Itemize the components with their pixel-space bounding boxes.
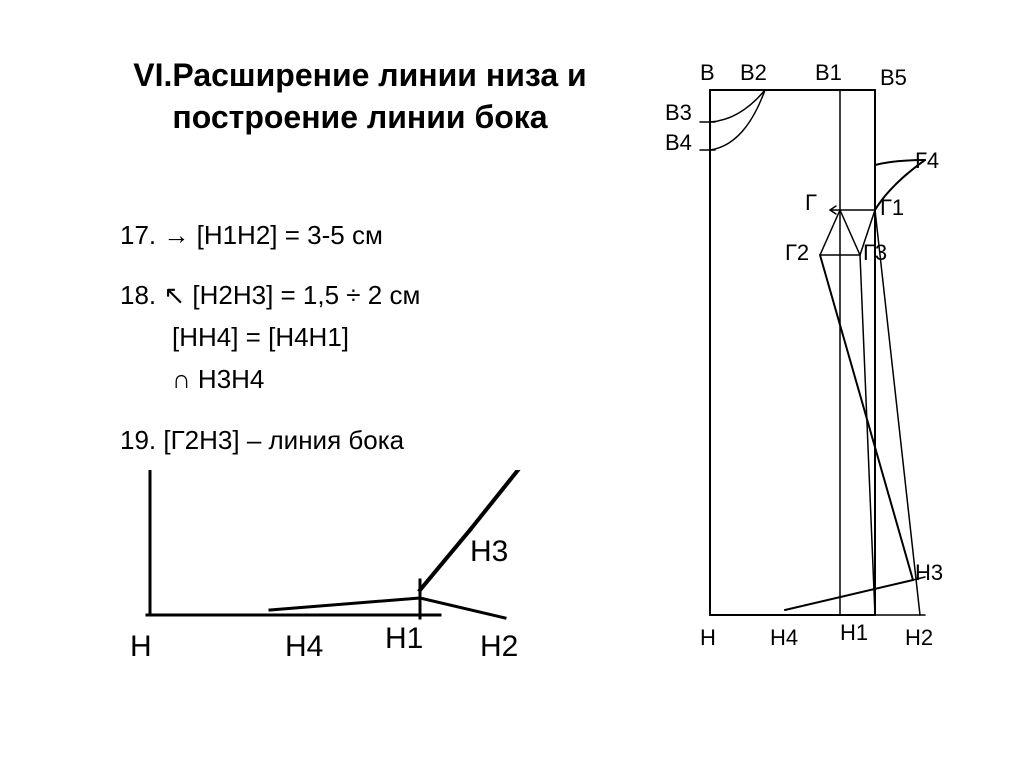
label-H3: Н3 [470,535,508,569]
label-H2: Н2 [480,630,518,664]
diagram-hemline-detail: Н Н4 Н1 Н2 Н3 [120,470,550,670]
label-G4: Г4 [915,148,939,174]
step-18a: 18. ↖ [Н2Н3] = 1,5 ÷ 2 см [120,275,420,317]
step-18c: ∩ Н3Н4 [172,359,264,401]
label-B4: В4 [665,130,692,156]
label-H4: Н4 [285,630,323,664]
section-title: VI.Расширение линии низа и построение ли… [90,55,630,138]
label-H: Н [130,630,152,664]
label-G: Г [805,190,817,216]
label-H1: Н1 [385,622,423,656]
label-B5: В5 [880,65,907,91]
label-G3: Г3 [863,240,887,266]
label-Hb: Н [700,625,716,651]
label-G1: Г1 [880,195,904,221]
label-H4b: Н4 [770,625,798,651]
label-B2: В2 [740,60,767,86]
step-18b: [НН4] = [Н4Н1] [172,317,349,359]
label-B3: В3 [665,100,692,126]
label-H1b: Н1 [840,620,868,646]
diagram-pattern-full: В В2 В1 В5 В3 В4 Г4 Г Г1 Г2 Г3 Н3 Н Н4 Н… [665,60,975,680]
label-H2b: Н2 [905,625,933,651]
label-G2: Г2 [785,240,809,266]
step-19: 19. [Г2Н3] – линия бока [120,420,404,462]
step-17: 17. → [Н1Н2] = 3-5 см [120,215,383,257]
label-H3b: Н3 [915,560,943,586]
label-B: В [700,60,715,86]
label-B1: В1 [815,60,842,86]
